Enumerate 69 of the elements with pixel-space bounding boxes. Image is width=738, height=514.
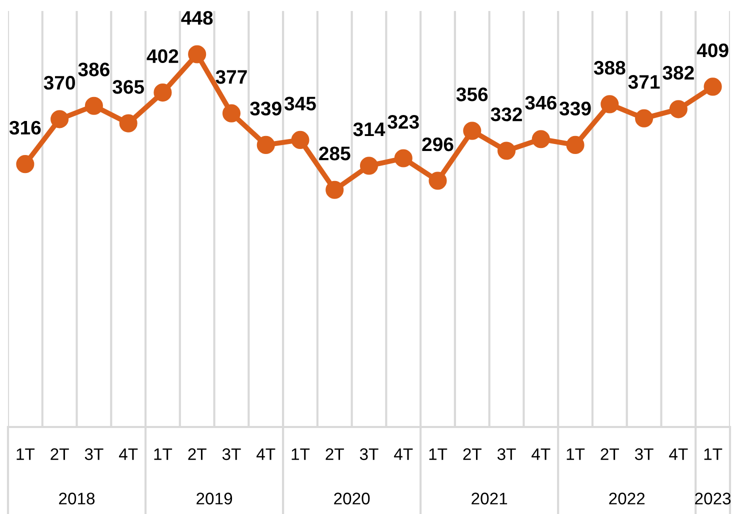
text: 2021 <box>472 492 508 504</box>
point <box>16 155 34 174</box>
data-label: 285 <box>319 146 350 160</box>
data-label: 409 <box>696 43 728 58</box>
point <box>600 95 619 114</box>
text: 2023 <box>695 492 731 504</box>
data-label: 339 <box>560 102 591 116</box>
data-label: 365 <box>112 80 144 94</box>
x-tick-label: 4T <box>394 448 413 460</box>
point <box>669 100 688 118</box>
x-tick-label: 4T <box>669 448 688 460</box>
data-label: 346 <box>525 96 556 110</box>
data-label: 370 <box>44 76 75 90</box>
data-label: 339 <box>250 102 282 116</box>
data-label: 382 <box>662 66 694 80</box>
data-label: 448 <box>181 10 213 25</box>
x-tick-label: 1T <box>566 448 585 460</box>
data-label: 388 <box>594 60 626 75</box>
data-label: 332 <box>490 108 522 122</box>
text: 2018 <box>59 492 95 504</box>
text: 2022 <box>609 492 645 504</box>
x-tick-label: 1T <box>429 448 448 460</box>
x-tick-label: 2T <box>188 448 206 460</box>
point <box>463 122 482 140</box>
x-tick-label: 3T <box>634 448 654 460</box>
point <box>566 136 584 154</box>
point <box>360 156 378 175</box>
x-tick-label: 2T <box>326 448 344 460</box>
x-tick-label: 2T <box>463 448 482 460</box>
point <box>154 84 172 102</box>
data-label: 345 <box>284 96 316 110</box>
x-tick-label: 3T <box>222 448 241 460</box>
x-tick-label: 2T <box>600 448 620 460</box>
data-label: 314 <box>353 122 386 136</box>
point <box>635 109 654 128</box>
x-tick-label: 1T <box>16 448 35 460</box>
point <box>704 78 722 96</box>
point <box>188 45 206 64</box>
point <box>50 110 69 128</box>
data-label: 323 <box>388 114 419 129</box>
data-label: 386 <box>78 62 110 76</box>
x-tick-label: 1T <box>704 448 722 460</box>
x-tick-label: 3T <box>497 448 516 460</box>
point <box>84 96 103 115</box>
data-label: 402 <box>146 49 178 64</box>
x-tick-label: 3T <box>84 448 104 460</box>
data-label: 377 <box>216 70 247 84</box>
x-tick-label: 4T <box>118 448 138 460</box>
point <box>256 136 275 154</box>
x-tick-label: 2T <box>50 448 69 460</box>
x-tick-label: 1T <box>292 448 310 460</box>
point <box>291 130 310 149</box>
x-tick-label: 4T <box>256 448 276 460</box>
data-label: 296 <box>422 137 454 152</box>
point <box>394 149 412 168</box>
x-tick-label: 1T <box>154 448 172 460</box>
point <box>326 180 344 199</box>
point <box>497 142 516 160</box>
point <box>222 104 241 122</box>
data-label: 356 <box>456 88 488 102</box>
x-tick-label: 4T <box>532 448 550 460</box>
x-tick-label: 3T <box>360 448 378 460</box>
data-label: 371 <box>628 75 660 89</box>
point <box>428 172 447 190</box>
point <box>532 130 550 148</box>
point <box>119 114 138 132</box>
text: 2019 <box>196 492 232 504</box>
text: 2020 <box>334 492 370 504</box>
data-label: 316 <box>9 120 41 135</box>
